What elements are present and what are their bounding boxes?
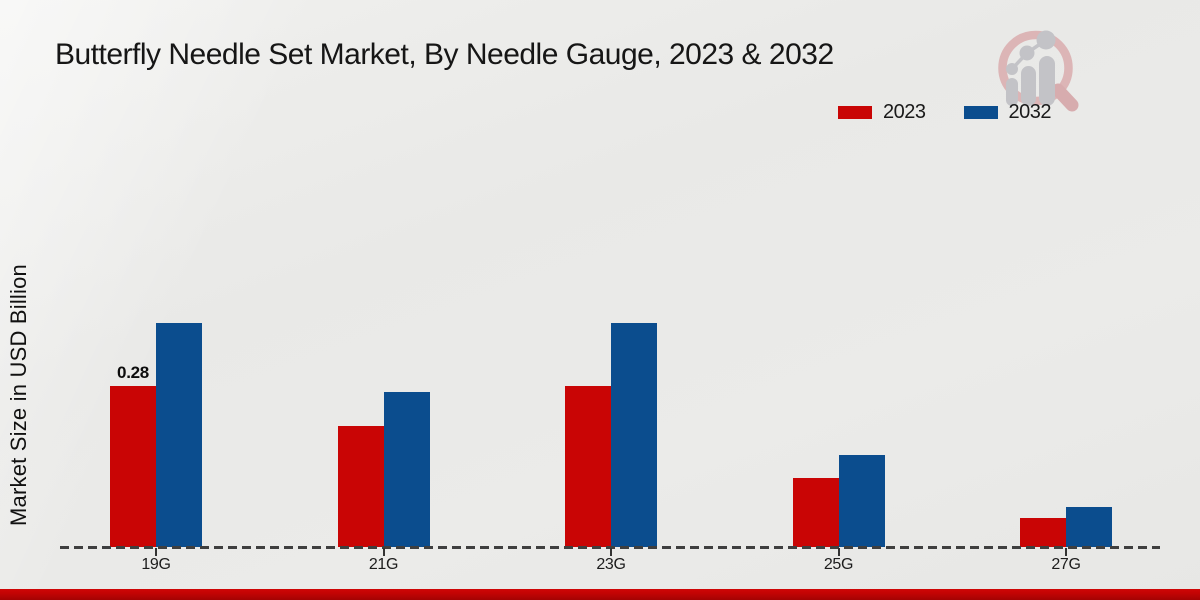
x-axis-tick-27G [1065, 548, 1067, 556]
legend-swatch-2023 [838, 105, 872, 119]
bar-2032-27G [1066, 507, 1112, 547]
x-axis-tick-21G [382, 548, 385, 556]
legend-item-2032: 2032 [963, 100, 1052, 124]
legend-label-2023: 2023 [883, 100, 926, 123]
footer-accent-bar [0, 589, 1200, 600]
x-axis-tick-19G [155, 548, 157, 556]
legend: 2023 2032 [838, 99, 1051, 125]
legend-label-2032: 2032 [1008, 100, 1052, 123]
legend-swatch-2032 [963, 105, 998, 119]
bar-2023-25G [792, 478, 839, 547]
bar-value-label-2023-19G: 0.28 [117, 363, 149, 382]
x-axis-label-23G: 23G [596, 556, 626, 573]
x-axis-label-25G: 25G [823, 556, 854, 573]
bar-2032-23G [611, 323, 657, 547]
x-axis-tick-23G [610, 548, 612, 556]
bar-2023-19G [110, 386, 156, 547]
bar-2023-27G [1020, 518, 1066, 547]
magnifier-growth-chart-logo-icon [998, 30, 1079, 112]
bar-2032-19G [156, 323, 202, 547]
x-axis-label-27G: 27G [1051, 556, 1081, 573]
chart-title: Butterfly Needle Set Market, By Needle G… [55, 38, 834, 71]
bar-2023-23G [565, 386, 611, 547]
x-axis-tick-25G [837, 548, 840, 556]
x-axis-label-21G: 21G [368, 556, 399, 573]
bar-2032-21G [383, 392, 430, 547]
bar-2023-21G [337, 426, 384, 547]
x-axis-label-19G: 19G [141, 556, 171, 573]
bar-2032-25G [838, 455, 885, 547]
x-axis-baseline [60, 546, 1160, 549]
legend-item-2023: 2023 [838, 101, 926, 124]
